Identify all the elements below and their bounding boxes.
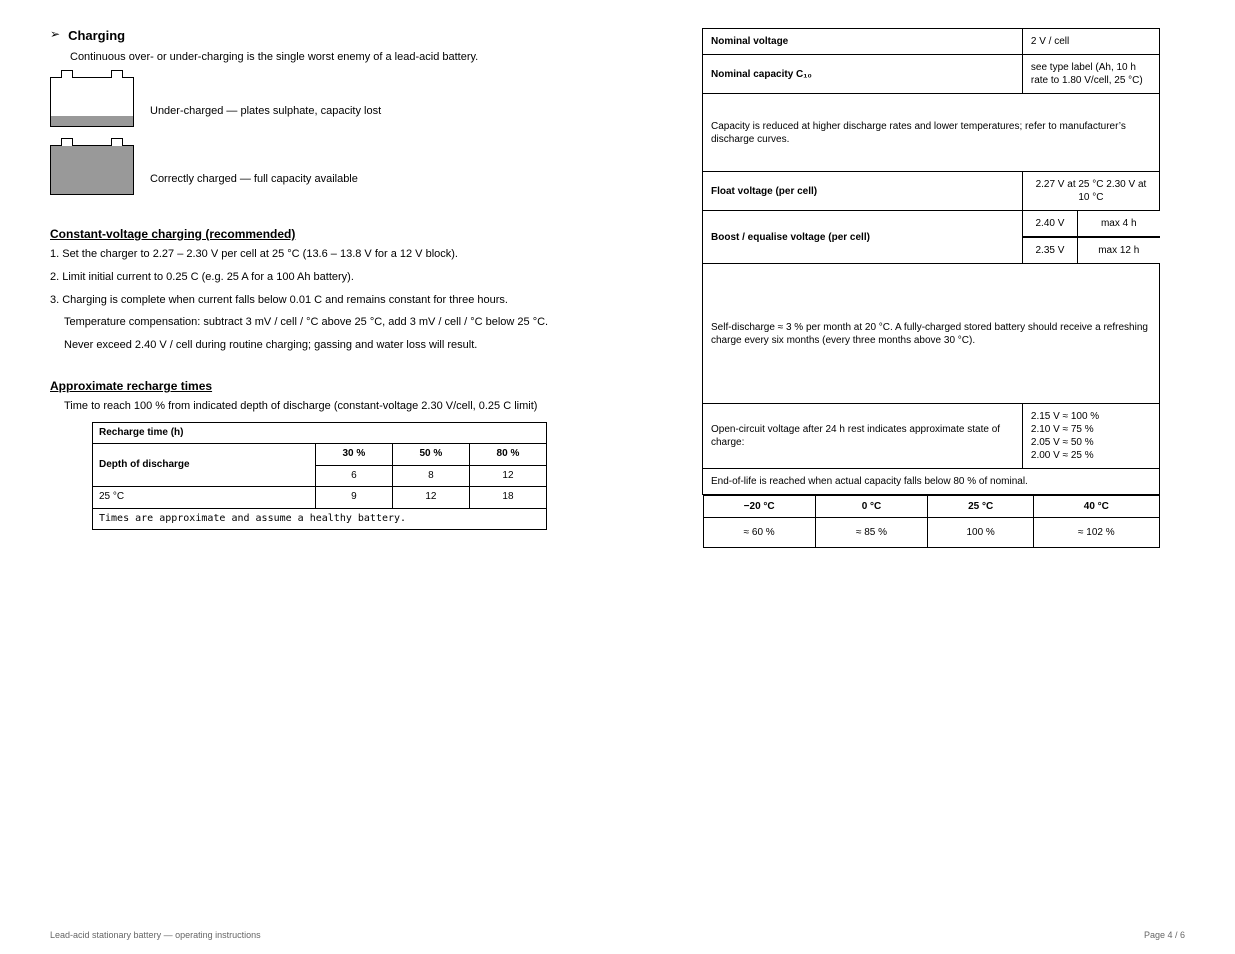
col-80: 80 % [469, 444, 546, 466]
overvoltage-warning: Never exceed 2.40 V / cell during routin… [64, 338, 615, 353]
spec-float-l: Float voltage (per cell) [703, 172, 1023, 211]
step-1: 1. Set the charger to 2.27 – 2.30 V per … [50, 247, 615, 262]
col-50: 50 % [392, 444, 469, 466]
arrow-icon: ➢ [50, 28, 60, 40]
spec-cap-r: see type label (Ah, 10 h rate to 1.80 V/… [1022, 55, 1159, 94]
r0c0: 6 [315, 465, 392, 487]
title-row: ➢ Charging [50, 28, 615, 45]
footer-left: Lead-acid stationary battery — operating… [50, 930, 261, 940]
t-v4: ≈ 102 % [1034, 518, 1159, 548]
spec-boost-l: Boost / equalise voltage (per cell) [703, 211, 1023, 264]
battery-full-label: Correctly charged — full capacity availa… [150, 173, 358, 185]
r1c2: 18 [469, 487, 546, 509]
r1c0: 9 [315, 487, 392, 509]
boost-v2: 2.35 V [1023, 238, 1078, 264]
table-row-label: Depth of discharge [93, 444, 316, 487]
col-30: 30 % [315, 444, 392, 466]
footer-right: Page 4 / 6 [1144, 930, 1185, 940]
t-h3: 25 °C [928, 496, 1034, 518]
r0c2: 12 [469, 465, 546, 487]
battery-charged-row: Correctly charged — full capacity availa… [50, 145, 615, 213]
recharge-times-heading: Approximate recharge times [50, 379, 615, 393]
table-header-main: Recharge time (h) [93, 422, 547, 444]
spec-float-r: 2.27 V at 25 °C 2.30 V at 10 °C [1022, 172, 1159, 211]
t-v2: ≈ 85 % [815, 518, 927, 548]
spec-cap-note: Capacity is reduced at higher discharge … [703, 94, 1160, 172]
r0c1: 8 [392, 465, 469, 487]
ocv-values: 2.15 V ≈ 100 % 2.10 V ≈ 75 % 2.05 V ≈ 50… [1022, 404, 1159, 469]
battery-icon-low [50, 77, 134, 127]
eol-note: End-of-life is reached when actual capac… [703, 469, 1160, 495]
battery-undercharged-row: Under-charged — plates sulphate, capacit… [50, 77, 615, 145]
t-v3: 100 % [928, 518, 1034, 548]
battery-icon-full [50, 145, 134, 195]
r1c1: 12 [392, 487, 469, 509]
section-title: Charging [68, 28, 125, 45]
left-column: ➢ Charging Continuous over- or under-cha… [50, 28, 615, 530]
t-h4: 40 °C [1034, 496, 1159, 518]
self-discharge-note: Self-discharge ≈ 3 % per month at 20 °C.… [703, 264, 1160, 404]
boost-t1: max 4 h [1078, 211, 1160, 237]
battery-low-label: Under-charged — plates sulphate, capacit… [150, 105, 381, 117]
temp-compensation-note: Temperature compensation: subtract 3 mV … [64, 315, 615, 330]
t-h2: 0 °C [815, 496, 927, 518]
spec-nomv-r: 2 V / cell [1022, 29, 1159, 55]
step-2: 2. Limit initial current to 0.25 C (e.g.… [50, 270, 615, 285]
subtitle: Continuous over- or under-charging is th… [70, 51, 615, 63]
step-3: 3. Charging is complete when current fal… [50, 293, 615, 308]
t-v1: ≈ 60 % [703, 518, 815, 548]
table-footnote: Times are approximate and assume a healt… [93, 508, 547, 530]
spec-cap-l: Nominal capacity C₁₀ [703, 55, 1023, 94]
recharge-time-table: Recharge time (h) Depth of discharge 30 … [92, 422, 547, 531]
recharge-table-caption: Time to reach 100 % from indicated depth… [64, 399, 615, 414]
spec-table: Nominal voltage 2 V / cell Nominal capac… [702, 28, 1160, 548]
row-25c: 25 °C [93, 487, 316, 509]
ocv-label: Open-circuit voltage after 24 h rest ind… [703, 404, 1023, 469]
cv-charging-heading: Constant-voltage charging (recommended) [50, 227, 615, 241]
spec-nomv-l: Nominal voltage [703, 29, 1023, 55]
t-h1: −20 °C [703, 496, 815, 518]
boost-t2: max 12 h [1078, 238, 1160, 264]
boost-v1: 2.40 V [1023, 211, 1078, 237]
right-column: Nominal voltage 2 V / cell Nominal capac… [702, 28, 1160, 548]
